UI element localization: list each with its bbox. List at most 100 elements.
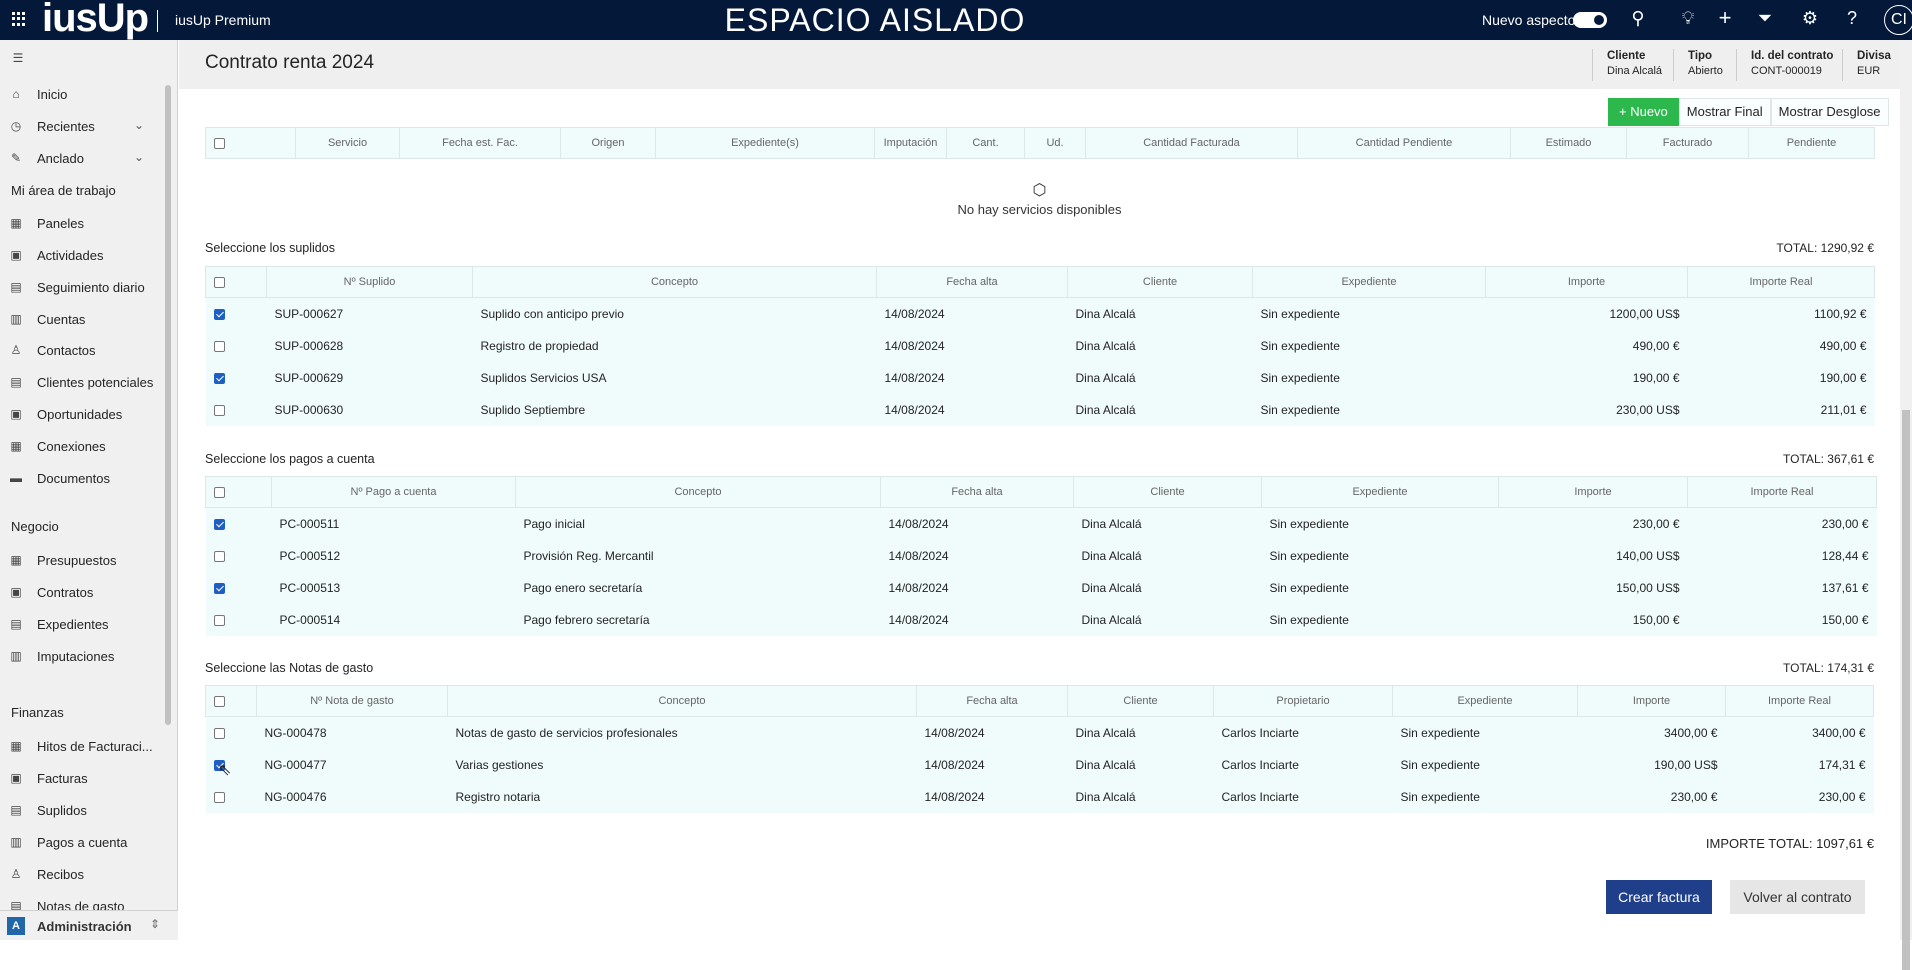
column-header[interactable]: Pendiente — [1748, 127, 1875, 159]
column-header[interactable]: Servicio — [295, 127, 400, 159]
sidebar-item[interactable]: ▣ Contratos — [8, 581, 93, 603]
row-checkbox[interactable] — [213, 791, 225, 803]
table-row[interactable]: SUP-000629 Suplidos Servicios USA 14/08/20… — [205, 361, 1875, 394]
sidebar-item[interactable]: ▦ Presupuestos — [8, 549, 116, 571]
column-header[interactable]: Nº Pago a cuenta — [271, 476, 516, 508]
row-checkbox[interactable] — [213, 372, 225, 384]
table-row[interactable]: PC-000511 Pago inicial 14/08/2024 Dina Alca… — [205, 507, 1877, 540]
column-header[interactable]: Expediente — [1252, 266, 1486, 298]
column-header[interactable]: Concepto — [515, 476, 881, 508]
sidebar-item[interactable]: ▬ Documentos — [8, 467, 110, 489]
column-header[interactable]: Cantidad Facturada — [1085, 127, 1298, 159]
area-switcher[interactable]: A Administración ⇕ — [0, 910, 178, 940]
sidebar-item[interactable]: ▤ Clientes potenciales — [8, 371, 153, 393]
column-header[interactable]: Expediente — [1261, 476, 1499, 508]
column-header[interactable]: Fecha alta — [880, 476, 1074, 508]
app-launcher-icon[interactable] — [12, 12, 26, 26]
row-checkbox[interactable] — [213, 582, 225, 594]
column-header[interactable]: Expediente — [1392, 685, 1578, 717]
sidebar-item[interactable]: ♙ Contactos — [8, 339, 96, 361]
chevron-down-icon[interactable]: ⌄ — [134, 118, 145, 132]
plus-icon[interactable]: + — [1718, 5, 1732, 30]
column-header[interactable]: Nº Nota de gasto — [256, 685, 448, 717]
column-header[interactable]: Fecha est. Fac. — [399, 127, 561, 159]
row-checkbox[interactable] — [213, 550, 225, 562]
column-header[interactable]: Cant. — [946, 127, 1025, 159]
column-header[interactable]: Importe Real — [1725, 685, 1874, 717]
column-header[interactable]: Cliente — [1073, 476, 1262, 508]
table-row[interactable]: SUP-000627 Suplido con anticipo previo 14/… — [205, 297, 1875, 330]
column-header[interactable]: Propietario — [1213, 685, 1393, 717]
sidebar-item[interactable]: ▥ Cuentas — [8, 308, 85, 330]
sidebar-item[interactable]: ▤ Notas de gasto — [8, 895, 124, 917]
table-row[interactable]: NG-000478 Notas de gasto de servicios pro… — [205, 716, 1874, 749]
new-button[interactable]: + Nuevo — [1608, 98, 1679, 126]
column-header[interactable]: Cantidad Pendiente — [1297, 127, 1511, 159]
sidebar-item[interactable]: ▤ Expedientes — [8, 613, 108, 635]
gear-icon[interactable]: ⚙ — [1801, 8, 1819, 28]
search-icon[interactable]: ⚲ — [1631, 8, 1645, 28]
column-header[interactable]: Facturado — [1626, 127, 1749, 159]
column-header[interactable]: Importe — [1577, 685, 1726, 717]
column-header[interactable]: Expediente(s) — [655, 127, 875, 159]
column-header[interactable]: Estimado — [1510, 127, 1627, 159]
avatar[interactable]: CI — [1884, 5, 1912, 35]
select-all-checkbox[interactable] — [214, 695, 225, 707]
column-header[interactable]: Cliente — [1067, 685, 1214, 717]
row-checkbox[interactable] — [213, 727, 225, 739]
column-header[interactable]: Concepto — [447, 685, 917, 717]
sidebar-item[interactable]: ▦ Paneles — [8, 212, 84, 234]
column-header[interactable]: Importe — [1498, 476, 1688, 508]
sidebar-item[interactable]: ▣ Actividades — [8, 244, 103, 266]
row-checkbox[interactable] — [213, 759, 225, 771]
table-row[interactable]: NG-000477 Varias gestiones 14/08/2024 Dina … — [205, 748, 1874, 781]
table-row[interactable]: PC-000514 Pago febrero secretaría 14/08/20… — [205, 603, 1877, 636]
sidebar-item[interactable]: ▤ Seguimiento diario — [8, 276, 144, 298]
sidebar-item-inicio[interactable]: ⌂ Inicio — [8, 83, 67, 105]
column-header[interactable]: Fecha alta — [876, 266, 1068, 298]
table-row[interactable]: PC-000512 Provisión Reg. Mercantil 14/08/2… — [205, 539, 1877, 572]
lightbulb-icon[interactable]: 💡︎ — [1681, 8, 1695, 28]
table-row[interactable]: SUP-000628 Registro de propiedad 14/08/202… — [205, 329, 1875, 362]
column-header[interactable]: Nº Suplido — [266, 266, 473, 298]
table-row[interactable]: NG-000476 Registro notaria 14/08/2024 Dina … — [205, 780, 1874, 813]
column-header[interactable]: Imputación — [874, 127, 947, 159]
sidebar-item[interactable]: ♙ Recibos — [8, 863, 84, 885]
sidebar-item[interactable]: ▥ Pagos a cuenta — [8, 831, 127, 853]
scrollbar-thumb[interactable] — [1902, 410, 1910, 970]
sidebar-item-anclado[interactable]: ✎ Anclado — [8, 147, 84, 169]
chevron-down-icon[interactable]: ⌄ — [134, 150, 145, 164]
column-header[interactable]: Concepto — [472, 266, 877, 298]
sidebar-item[interactable]: ▤ Suplidos — [8, 799, 87, 821]
row-checkbox[interactable] — [213, 404, 225, 416]
select-all-checkbox[interactable] — [214, 276, 225, 288]
column-header[interactable]: Fecha alta — [916, 685, 1068, 717]
table-row[interactable]: PC-000513 Pago enero secretaría 14/08/2024… — [205, 571, 1877, 604]
new-look-toggle[interactable] — [1573, 12, 1607, 28]
row-checkbox[interactable] — [213, 518, 225, 530]
sidebar-scrollbar[interactable] — [165, 85, 171, 725]
row-checkbox[interactable] — [213, 308, 225, 320]
menu-toggle[interactable]: ☰ — [10, 47, 39, 69]
row-checkbox[interactable] — [213, 614, 225, 626]
table-row[interactable]: SUP-000630 Suplido Septiembre 14/08/2024 Di… — [205, 393, 1875, 426]
sidebar-item-recientes[interactable]: ◷ Recientes — [8, 115, 95, 137]
column-header[interactable]: Importe Real — [1687, 476, 1877, 508]
row-checkbox[interactable] — [213, 340, 225, 352]
filter-icon[interactable]: ⏷ — [1757, 8, 1773, 28]
column-header[interactable]: Importe Real — [1687, 266, 1875, 298]
create-invoice-button[interactable]: Crear factura — [1606, 880, 1712, 914]
sidebar-item[interactable]: ▣ Oportunidades — [8, 403, 122, 425]
column-header[interactable]: Origen — [560, 127, 656, 159]
column-header[interactable]: Cliente — [1067, 266, 1253, 298]
sidebar-item[interactable]: ▦ Conexiones — [8, 435, 105, 457]
show-final-button[interactable]: Mostrar Final — [1678, 98, 1771, 126]
help-icon[interactable]: ? — [1846, 8, 1857, 28]
sidebar-item[interactable]: ▦ Hitos de Facturaci... — [8, 735, 152, 757]
sidebar-item[interactable]: ▥ Imputaciones — [8, 645, 114, 667]
select-all-checkbox[interactable] — [214, 486, 225, 498]
sidebar-item[interactable]: ▣ Facturas — [8, 767, 87, 789]
select-all-checkbox[interactable] — [214, 137, 225, 149]
back-to-contract-button[interactable]: Volver al contrato — [1730, 880, 1865, 914]
show-breakdown-button[interactable]: Mostrar Desglose — [1770, 98, 1889, 126]
